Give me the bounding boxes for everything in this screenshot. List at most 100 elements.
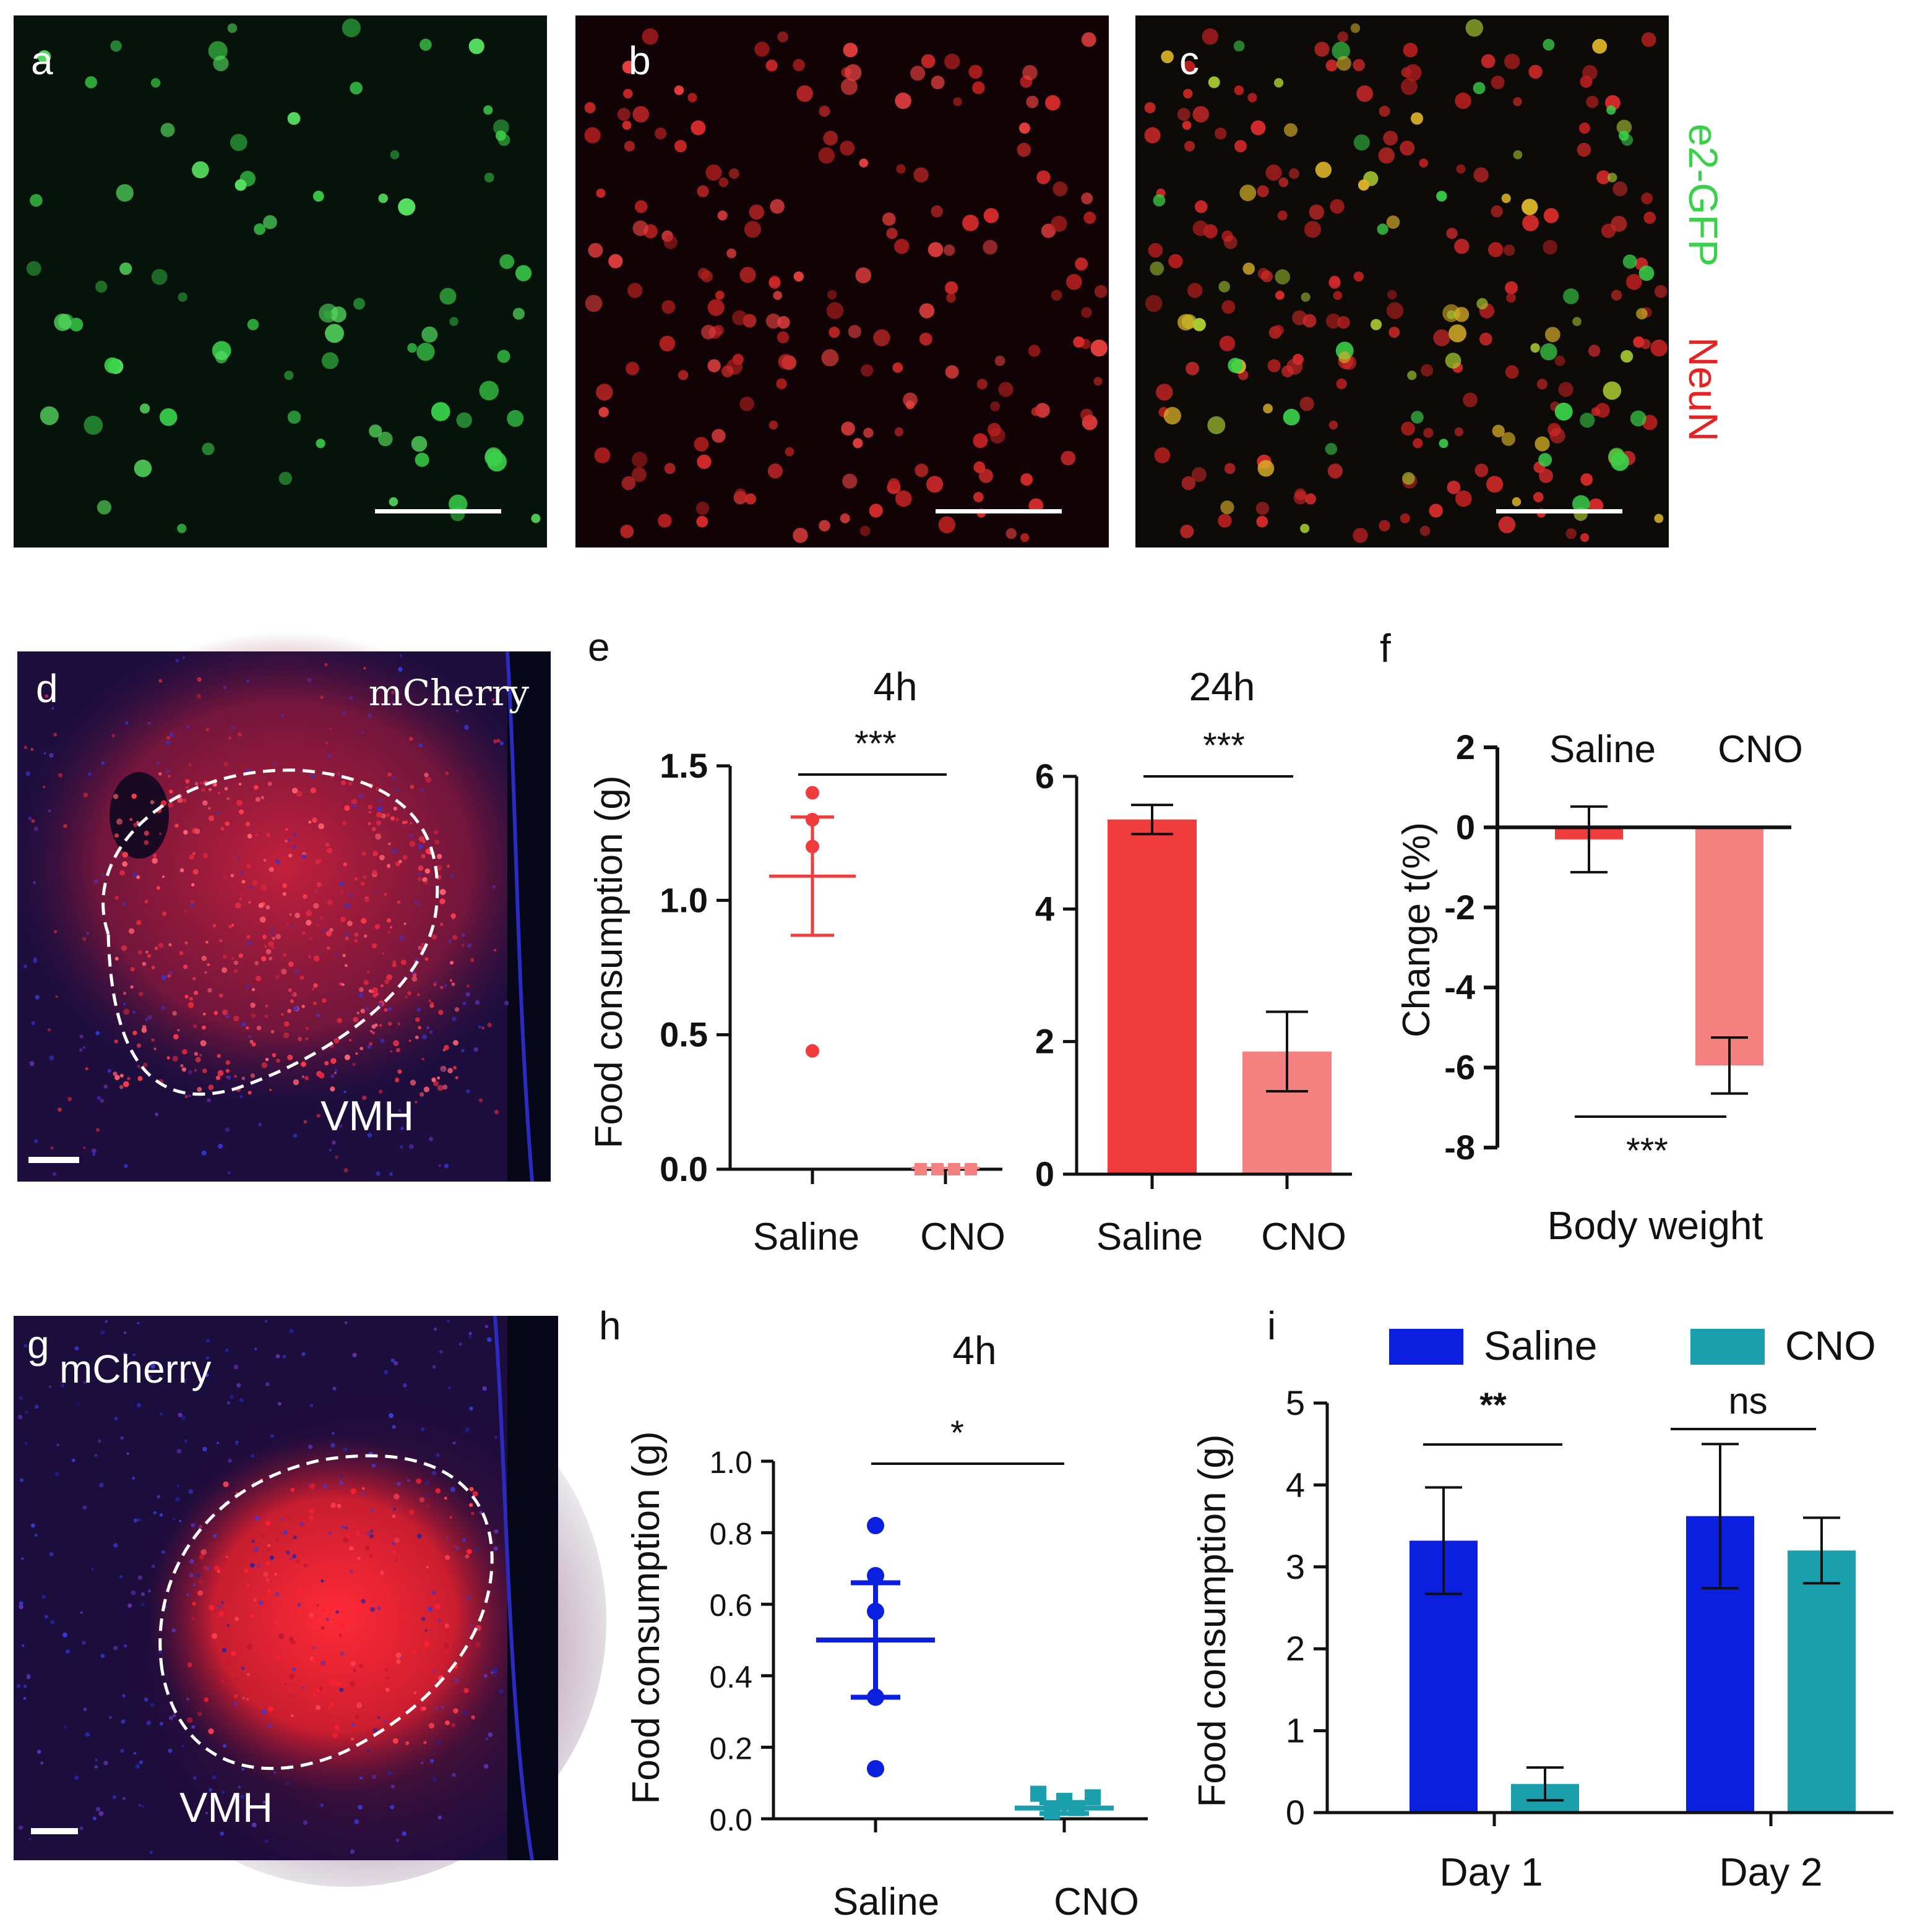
- dapi-nucleus: [113, 1543, 118, 1548]
- mcherry-cell: [254, 961, 259, 966]
- dapi-nucleus: [122, 1694, 126, 1698]
- dapi-nucleus: [123, 1644, 127, 1648]
- dapi-nucleus: [264, 944, 267, 948]
- mcherry-cell: [375, 833, 382, 840]
- mcherry-cell: [225, 1555, 229, 1558]
- mcherry-cell: [350, 1661, 356, 1666]
- neun-cell: [1020, 533, 1030, 543]
- mcherry-cell: [198, 1579, 203, 1584]
- gfp-cell: [30, 194, 43, 207]
- mcherry-cell: [434, 1603, 441, 1610]
- mcherry-cell: [192, 827, 198, 834]
- dapi-nucleus: [196, 693, 202, 699]
- neun-cell: [973, 492, 984, 502]
- dapi-nucleus: [371, 1509, 374, 1512]
- dapi-nucleus: [469, 1406, 473, 1411]
- dapi-nucleus: [228, 736, 231, 740]
- mcherry-cell: [322, 998, 327, 1003]
- dapi-nucleus: [464, 724, 469, 730]
- dapi-nucleus: [301, 1352, 306, 1357]
- mcherry-cell: [265, 1004, 269, 1008]
- dapi-nucleus: [139, 992, 144, 997]
- neun-cell: [873, 329, 890, 346]
- dapi-nucleus: [270, 931, 274, 935]
- mcherry-cell: [353, 1668, 357, 1672]
- mcherry-cell: [256, 1025, 262, 1031]
- mcherry-cell: [354, 939, 358, 943]
- dapi-nucleus: [251, 1823, 257, 1827]
- gfp-cell: [1544, 327, 1560, 343]
- dapi-nucleus: [135, 1764, 140, 1769]
- mcherry-cell: [412, 1649, 417, 1654]
- mcherry-cell: [418, 865, 424, 871]
- dapi-nucleus: [446, 1319, 450, 1323]
- mcherry-cell: [408, 1509, 415, 1515]
- dapi-nucleus: [330, 1074, 335, 1078]
- dapi-nucleus: [448, 1386, 451, 1389]
- neun-cell: [1413, 438, 1423, 449]
- neun-cell: [1506, 293, 1516, 303]
- dapi-nucleus: [126, 1452, 129, 1455]
- chart-e-24h-ytick-0: 0: [1035, 1154, 1054, 1193]
- dapi-nucleus: [83, 1380, 87, 1385]
- mcherry-cell: [318, 859, 322, 863]
- mcherry-cell: [452, 935, 458, 940]
- dapi-nucleus: [226, 1075, 231, 1080]
- gfp-cell: [1501, 432, 1515, 446]
- dapi-nucleus: [301, 854, 306, 859]
- mcherry-cell: [421, 943, 424, 946]
- neun-cell: [1256, 515, 1268, 528]
- neun-cell: [1486, 476, 1504, 493]
- dapi-nucleus: [26, 1675, 31, 1680]
- mcherry-cell: [202, 1025, 206, 1030]
- mcherry-cell: [453, 1066, 457, 1070]
- mcherry-cell: [202, 1565, 208, 1571]
- neun-cell: [821, 349, 839, 367]
- mcherry-cell: [395, 1652, 402, 1659]
- mcherry-cell: [180, 1063, 184, 1068]
- gfp-cell: [235, 179, 247, 191]
- dapi-nucleus: [132, 1354, 136, 1357]
- neun-cell: [1154, 447, 1171, 463]
- panel-g-mcherry-label: mCherry: [59, 1347, 211, 1391]
- dapi-nucleus: [323, 1484, 327, 1488]
- dapi-nucleus: [103, 1084, 108, 1089]
- dapi-nucleus: [329, 1148, 332, 1152]
- dapi-nucleus: [249, 885, 253, 890]
- mcherry-cell: [450, 913, 456, 919]
- mcherry-cell: [254, 785, 259, 790]
- dapi-nucleus: [207, 1098, 211, 1102]
- dapi-nucleus: [301, 1686, 305, 1689]
- mcherry-cell: [182, 1049, 187, 1055]
- dapi-nucleus: [344, 1321, 348, 1324]
- dapi-nucleus: [250, 1563, 255, 1568]
- neun-cell: [1513, 97, 1522, 106]
- dapi-nucleus: [41, 1595, 46, 1599]
- neun-cell: [1281, 365, 1294, 377]
- dapi-nucleus: [137, 1065, 140, 1068]
- panel-c-image: [1135, 15, 1669, 547]
- neun-cell: [1073, 336, 1085, 348]
- mcherry-cell: [184, 994, 189, 999]
- mcherry-cell: [142, 1024, 147, 1029]
- dapi-nucleus: [392, 848, 397, 854]
- dapi-nucleus: [155, 1112, 158, 1117]
- mcherry-cell: [147, 953, 152, 958]
- dapi-nucleus: [297, 1603, 301, 1607]
- dapi-nucleus: [299, 1522, 304, 1526]
- mcherry-cell: [251, 1042, 256, 1047]
- dapi-nucleus: [391, 701, 395, 704]
- dapi-nucleus: [339, 1124, 343, 1128]
- dapi-nucleus: [441, 1068, 445, 1071]
- gfp-cell: [1619, 131, 1629, 141]
- dapi-nucleus: [262, 1800, 266, 1804]
- neun-cell: [1257, 185, 1269, 197]
- chart-e-4h-saline-point: [806, 786, 819, 800]
- chart-h-y-tick-labels: 0.0 0.2 0.4 0.6 0.8 1.0: [709, 1445, 752, 1837]
- mcherry-cell: [151, 1038, 155, 1042]
- mcherry-cell: [407, 991, 411, 995]
- dapi-nucleus: [324, 663, 328, 667]
- chart-e-4h-saline-point: [806, 839, 819, 854]
- mcherry-cell: [350, 1737, 355, 1741]
- neun-cell: [919, 332, 932, 346]
